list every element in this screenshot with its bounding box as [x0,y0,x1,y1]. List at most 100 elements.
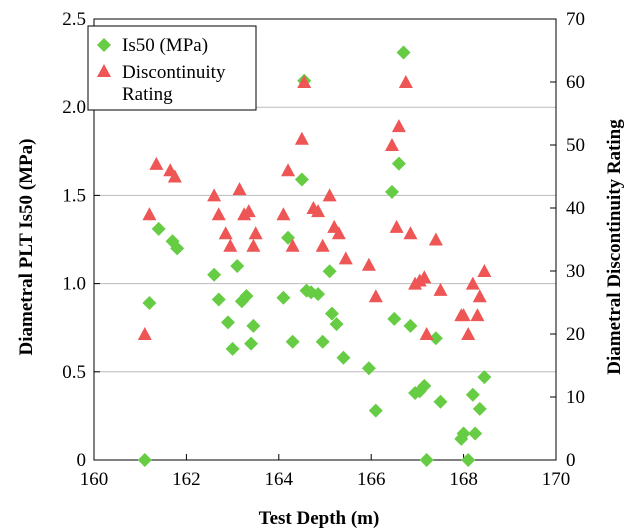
legend-label-is50: Is50 (MPa) [122,35,208,56]
y-tick-label: 2.0 [62,97,86,118]
data-point-rating [322,188,337,202]
y2-tick-label: 30 [566,261,585,282]
data-point-rating [477,264,492,277]
data-point-is50 [461,453,476,467]
data-point-rating [389,219,404,233]
y-tick-label: 0 [77,450,87,471]
legend: Is50 (MPa) Discontinuity Rating [87,25,257,111]
y-tick-label: 1.5 [62,185,86,206]
data-point-is50 [361,361,376,376]
legend-label-rating-line1: Discontinuity [122,62,226,83]
data-point-rating [223,238,238,252]
data-point-rating [461,327,476,340]
plot-area-frame [93,18,557,461]
data-point-is50 [403,318,418,333]
legend-marker-rating [97,64,111,77]
legend-label-rating: Discontinuity Rating [122,62,230,105]
data-point-rating [149,156,164,170]
data-point-is50 [225,341,240,356]
data-point-is50 [477,370,492,385]
data-point-rating [218,226,233,240]
data-point-is50 [419,453,434,467]
data-point-is50 [137,453,152,467]
data-point-rating [137,327,152,340]
x-tick-label: 170 [542,469,571,490]
data-point-rating [433,282,448,296]
data-point-is50 [315,334,330,349]
data-point-rating [311,204,326,218]
y-tick-label: 2.5 [62,9,86,30]
y-tick-label: 0.5 [62,362,86,383]
y-tick-label: 1.0 [62,274,86,295]
legend-marker-is50 [97,38,111,52]
data-point-is50 [230,258,245,273]
data-point-is50 [239,288,254,303]
x-axis-ticks: 160 162 164 166 168 170 [80,454,571,490]
y2-tick-label: 50 [566,135,585,156]
data-point-rating [472,289,487,303]
data-point-rating [297,75,312,88]
data-point-rating [384,138,399,151]
data-point-is50 [294,172,309,187]
y2-tick-label: 10 [566,387,585,408]
data-point-rating [281,163,296,177]
data-point-is50 [220,315,235,330]
data-point-rating [428,232,443,246]
data-point-is50 [391,156,406,171]
data-point-is50 [468,426,483,441]
data-point-is50 [336,350,351,365]
data-point-rating [398,75,413,88]
y-axis-left-title: Diametral PLT Is50 (MPa) [16,139,37,356]
data-point-is50 [329,317,344,332]
y2-tick-label: 70 [566,9,585,30]
data-point-is50 [396,45,411,60]
data-point-is50 [151,221,166,236]
y-axis-left-ticks: 0 0.5 1.0 1.5 2.0 2.5 [62,9,100,471]
series-layer [137,45,492,467]
data-point-is50 [465,387,480,402]
data-point-is50 [387,311,402,326]
y-axis-right-ticks: 0 10 20 30 40 50 60 70 [550,9,585,471]
data-point-is50 [211,292,226,307]
data-point-is50 [207,267,222,282]
data-point-is50 [324,306,339,321]
x-tick-label: 168 [449,469,478,490]
data-point-is50 [368,403,383,418]
data-point-is50 [276,290,291,305]
x-tick-label: 166 [357,469,386,490]
data-point-rating [419,327,434,340]
y2-tick-label: 40 [566,198,585,219]
data-point-rating [248,226,263,240]
y2-tick-label: 0 [566,450,576,471]
y-axis-right-title: Diametral Discontinuity Rating [604,119,625,375]
data-point-rating [368,289,383,303]
x-tick-label: 160 [80,469,109,490]
data-point-rating [232,182,247,196]
data-point-rating [456,308,471,322]
data-point-rating [276,207,291,221]
data-point-rating [142,207,157,221]
series-is50 [137,45,492,467]
data-point-rating [211,207,226,221]
x-tick-label: 162 [172,469,201,490]
data-point-rating [246,238,261,252]
data-point-is50 [384,184,399,199]
y2-tick-label: 60 [566,72,585,93]
x-tick-label: 164 [265,469,294,490]
data-point-rating [241,204,256,218]
data-point-is50 [322,264,337,279]
y2-tick-label: 20 [566,324,585,345]
x-axis-title: Test Depth (m) [259,508,380,529]
data-point-rating [331,226,346,240]
data-point-rating [361,257,376,271]
data-point-rating [417,270,432,284]
data-point-rating [470,308,485,322]
data-point-is50 [246,318,261,333]
data-point-is50 [428,331,443,346]
data-point-rating [465,276,480,290]
series-discontinuity-rating [137,75,492,340]
data-point-rating [285,238,300,252]
data-point-rating [294,131,309,145]
data-point-rating [391,119,406,133]
